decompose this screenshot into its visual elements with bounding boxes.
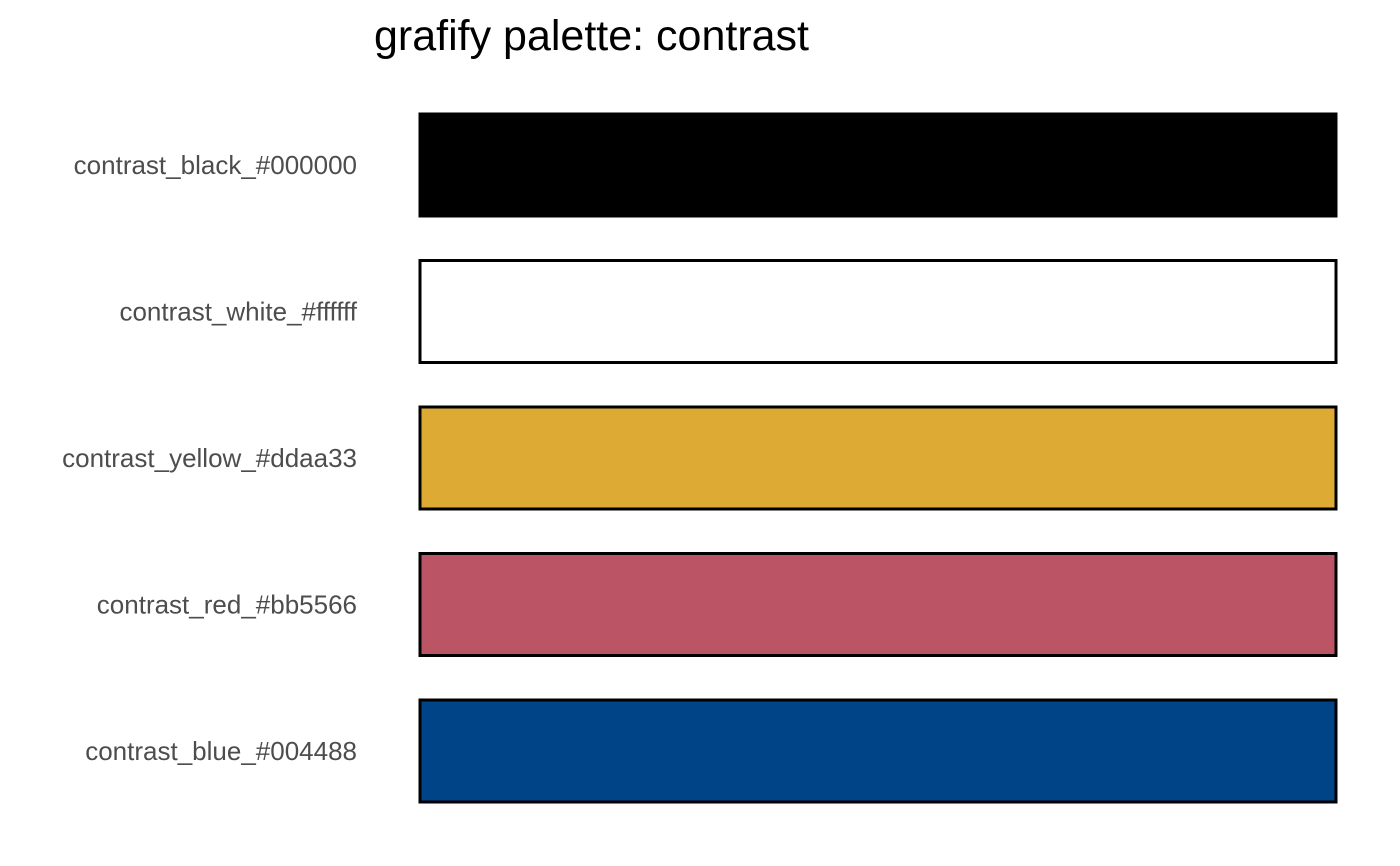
swatch-label-blue: contrast_blue_#004488 bbox=[85, 736, 357, 766]
swatch-label-red: contrast_red_#bb5566 bbox=[97, 590, 357, 620]
swatch-bar-white bbox=[418, 259, 1338, 364]
swatch-bars bbox=[418, 112, 1338, 804]
swatch-label-yellow: contrast_yellow_#ddaa33 bbox=[62, 443, 357, 473]
swatch-labels: contrast_black_#000000 contrast_white_#ff… bbox=[62, 150, 358, 766]
chart-title: grafify palette: contrast bbox=[374, 12, 809, 60]
swatch-label-black: contrast_black_#000000 bbox=[74, 150, 357, 180]
swatch-bar-red bbox=[418, 552, 1338, 657]
swatch-bar-black bbox=[418, 112, 1338, 218]
swatch-bar-blue bbox=[418, 698, 1338, 804]
swatch-bar-yellow bbox=[418, 405, 1338, 511]
swatch-label-white: contrast_white_#ffffff bbox=[119, 297, 357, 327]
